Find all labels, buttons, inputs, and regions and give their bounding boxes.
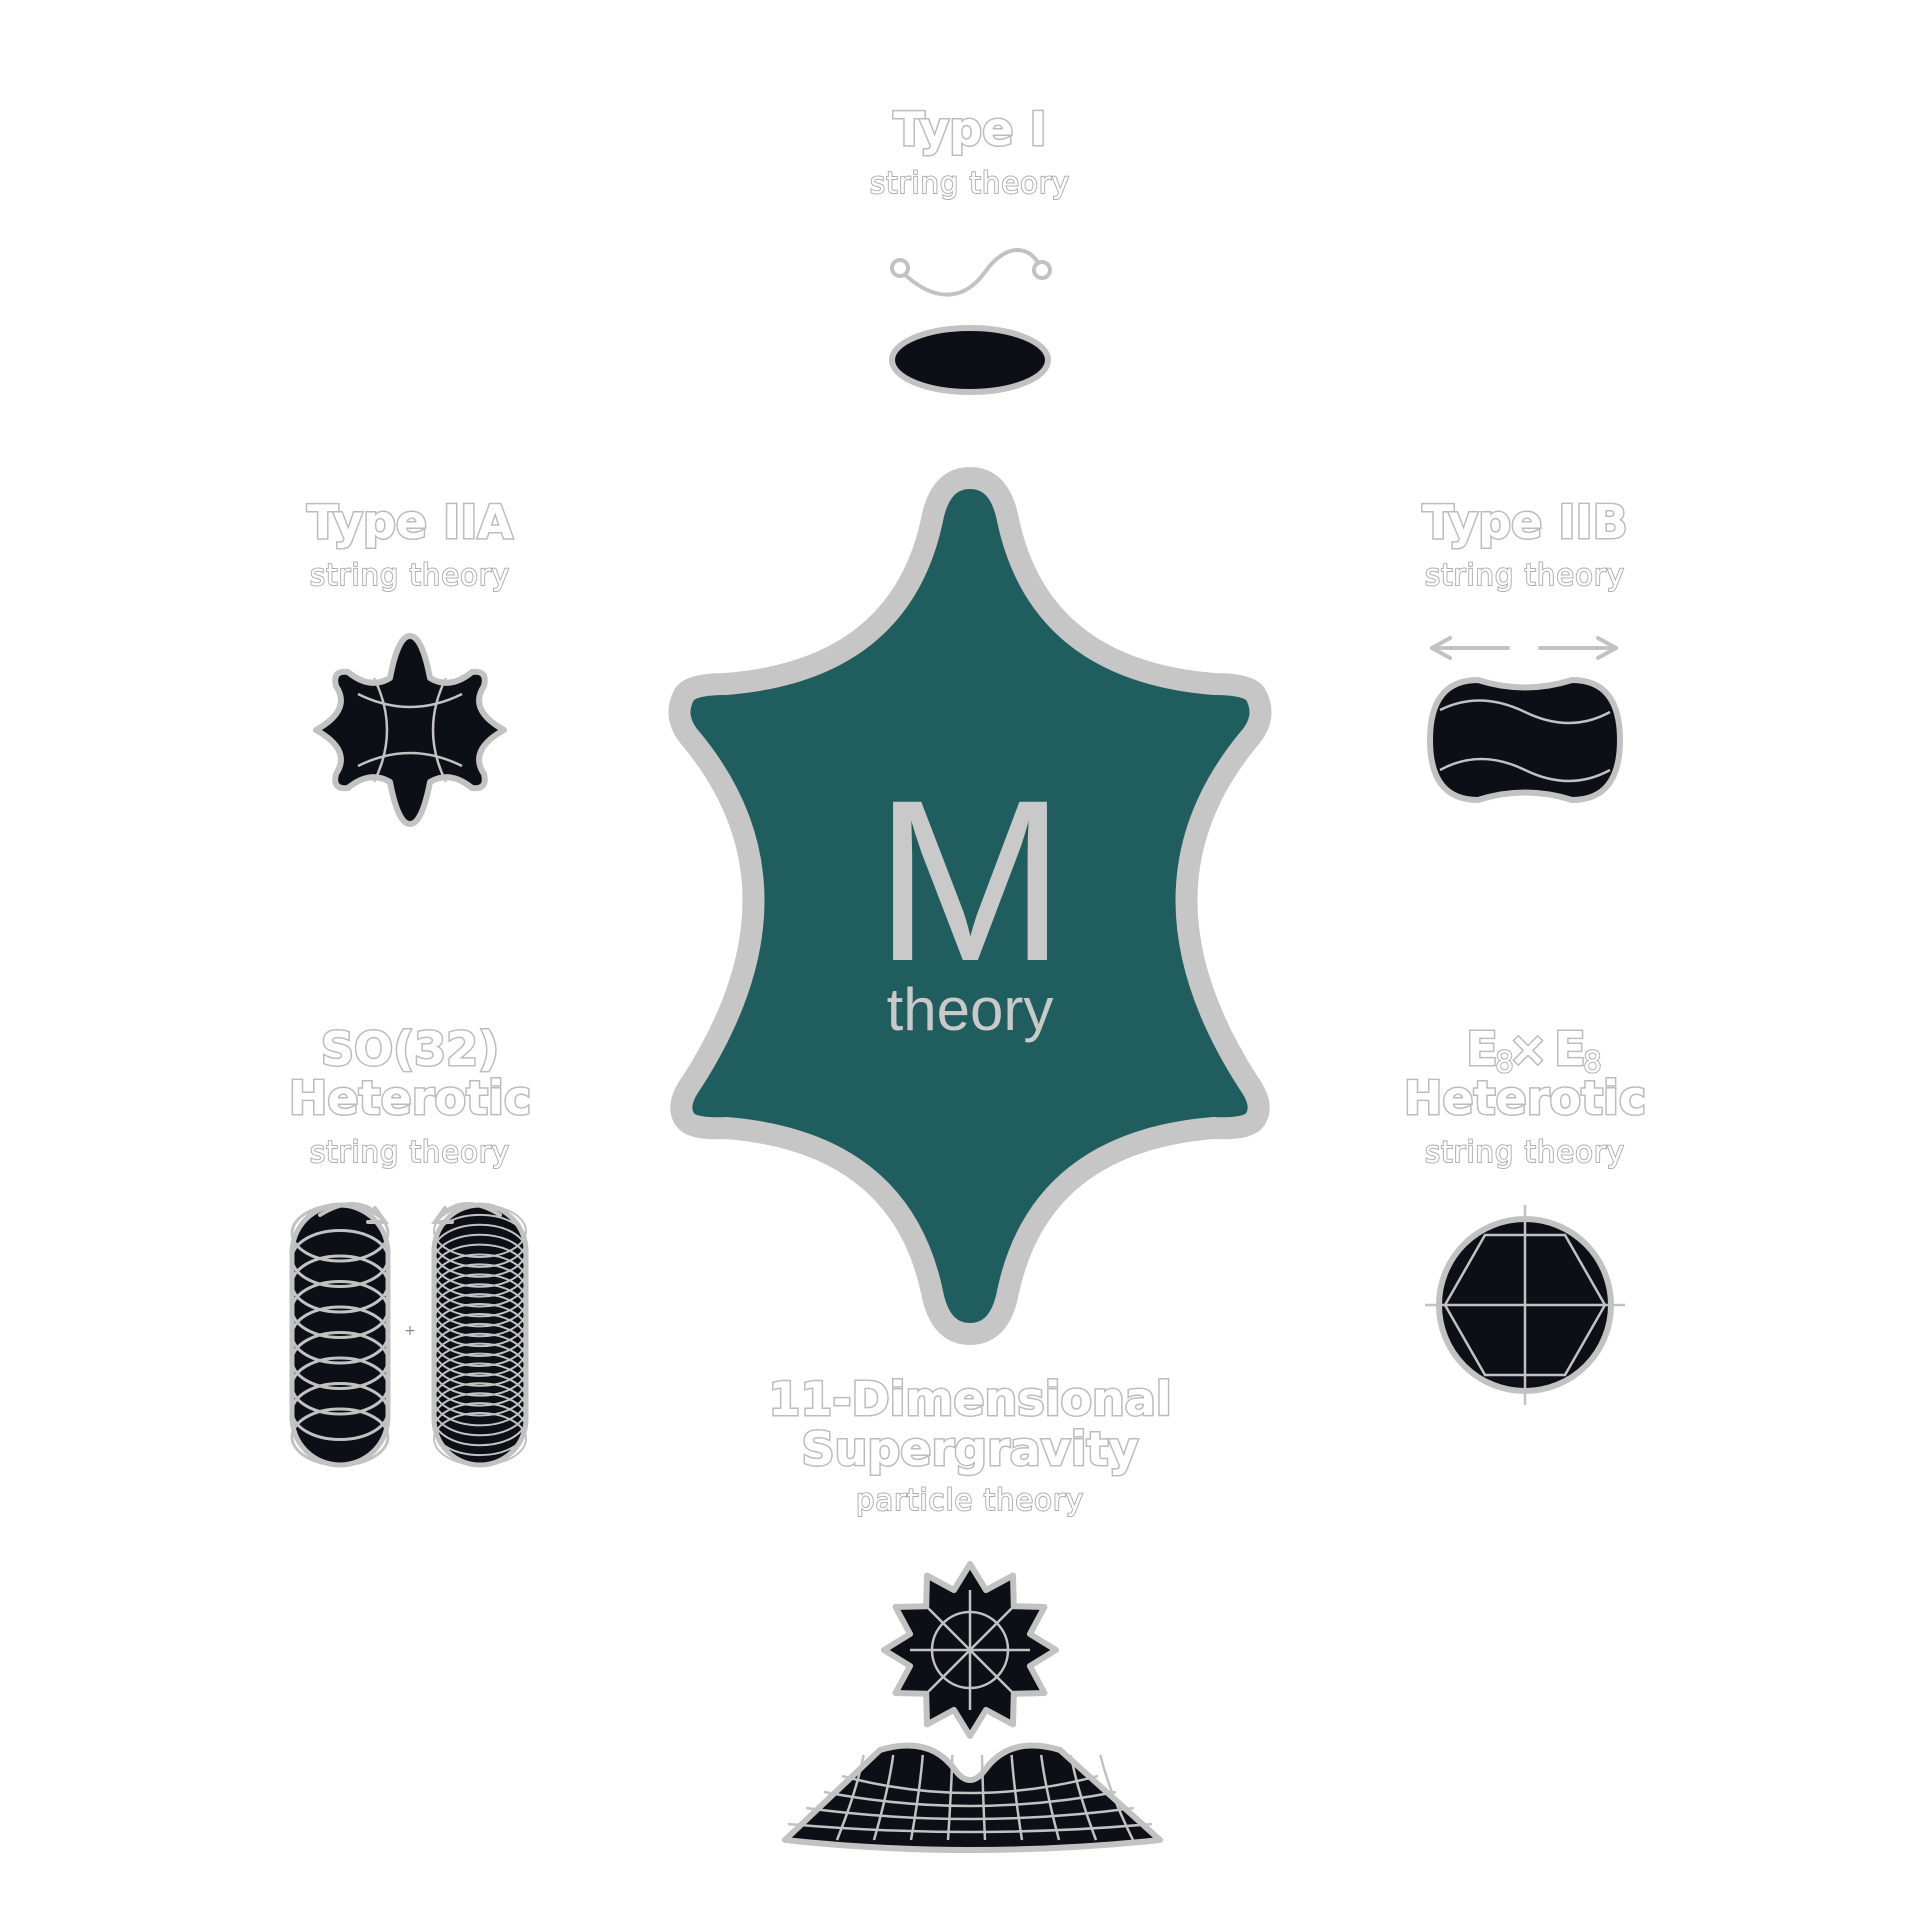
spacetime-grid — [782, 1742, 1163, 1853]
m-theory-star: M theory — [668, 467, 1272, 1345]
sugra-title-line1: 11-Dimensional — [768, 1372, 1171, 1426]
type-iia-node: Type IIA string theory — [306, 494, 515, 827]
svg-text:E: E — [1466, 1022, 1497, 1076]
so32-heterotic-node: SO(32) Heterotic string theory + — [287, 1021, 533, 1468]
type-i-node: Type I string theory — [869, 101, 1070, 395]
e8-title-line2: Heterotic — [1404, 1071, 1646, 1125]
type-iib-title: Type IIB — [1422, 495, 1627, 549]
type-iib-subtitle: string theory — [1425, 558, 1625, 592]
hexagon-sphere-icon — [1425, 1205, 1625, 1405]
svg-text:8: 8 — [1495, 1045, 1514, 1079]
coiled-strings-icon: + — [289, 1202, 529, 1468]
spiky-particle-icon — [881, 1561, 1059, 1739]
svg-text:8: 8 — [1583, 1045, 1602, 1079]
type-i-subtitle: string theory — [870, 166, 1070, 200]
svg-text:×: × — [1509, 1022, 1548, 1076]
so32-subtitle: string theory — [310, 1135, 510, 1169]
type-iia-title: Type IIA — [307, 495, 513, 549]
type-iib-node: Type IIB string theory — [1421, 494, 1629, 803]
sugra-title-line2: Supergravity — [801, 1422, 1138, 1476]
type-i-title: Type I — [893, 102, 1046, 156]
m-theory-subtitle: theory — [887, 976, 1054, 1043]
sugra-subtitle: particle theory — [856, 1483, 1084, 1517]
m-letter: M — [874, 752, 1066, 1009]
so32-title-line1: SO(32) — [321, 1022, 499, 1076]
open-string-icon — [889, 248, 1052, 395]
left-coil — [289, 1202, 391, 1468]
type-iia-subtitle: string theory — [310, 558, 510, 592]
curved-spacetime-icon — [782, 1561, 1163, 1853]
m-theory-star-shape — [668, 467, 1272, 1345]
supergravity-node: 11-Dimensional Supergravity particle the… — [767, 1371, 1173, 1853]
e8-title-line1: E 8 × E 8 — [1465, 1021, 1603, 1081]
svg-text:E: E — [1554, 1022, 1585, 1076]
dividing-blob-icon — [1427, 636, 1623, 803]
star-membrane-icon — [313, 633, 507, 827]
so32-title-line2: Heterotic — [289, 1071, 531, 1125]
right-coil — [431, 1202, 529, 1468]
plus-sign: + — [404, 1323, 416, 1339]
e8-subtitle: string theory — [1425, 1135, 1625, 1169]
e8-heterotic-node: E 8 × E 8 Heterotic string theory — [1402, 1021, 1648, 1405]
